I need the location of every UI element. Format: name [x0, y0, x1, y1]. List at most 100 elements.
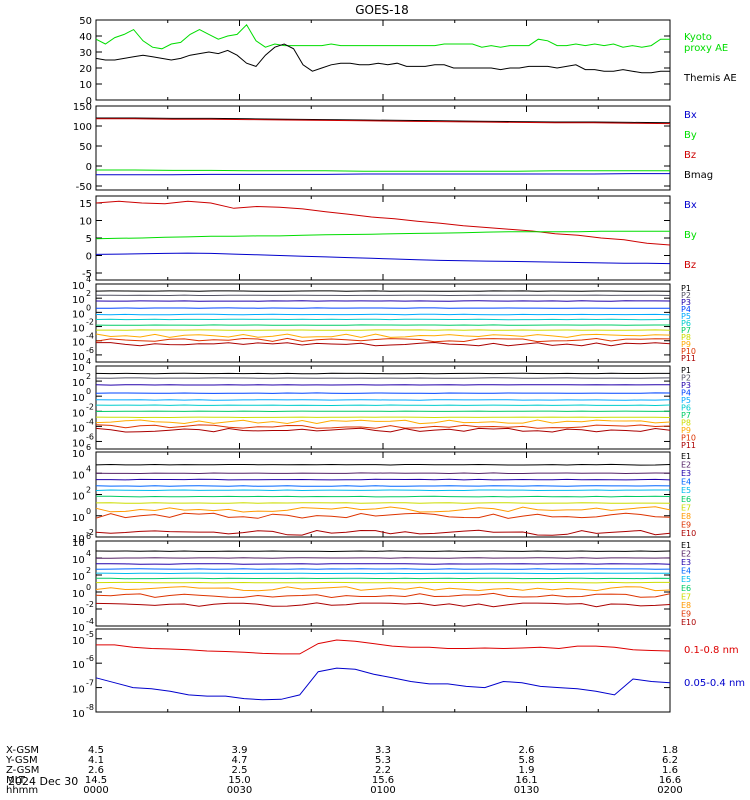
- footer-value: 4.1: [88, 755, 104, 766]
- channel-label-e6: E6: [681, 495, 691, 504]
- channel-label-e9: E9: [681, 609, 691, 618]
- footer-value: 15.0: [228, 775, 250, 786]
- y-tick-exponent: 4: [86, 549, 91, 558]
- y-tick-base: 10: [72, 636, 85, 647]
- channel-line-e3: [95, 563, 671, 565]
- y-tick-label: 20: [79, 64, 92, 75]
- footer-value: 2.6: [88, 765, 104, 776]
- y-tick-exponent: 2: [86, 566, 91, 575]
- y-tick-base: 10: [72, 449, 85, 460]
- channel-label-e10: E10: [681, 529, 696, 538]
- channel-label-p9: P9: [681, 340, 691, 349]
- y-tick-label: 15: [79, 199, 92, 210]
- footer-value: 3.9: [232, 745, 248, 756]
- channel-label-p3: P3: [681, 381, 691, 390]
- y-tick-label: 100: [73, 122, 92, 133]
- channel-label-p4: P4: [681, 389, 691, 398]
- y-tick-label: 30: [79, 48, 92, 59]
- y-tick-base: 10: [72, 685, 85, 696]
- channel-line-e1: [95, 463, 671, 466]
- channel-label-e1: E1: [681, 452, 691, 461]
- legend-label: Bmag: [684, 170, 713, 181]
- channel-label-e9: E9: [681, 520, 691, 529]
- y-tick-exponent: -6: [86, 654, 94, 663]
- channel-line-p5: [95, 399, 671, 401]
- y-tick-exponent: -6: [86, 432, 94, 441]
- y-tick-base: 10: [72, 660, 85, 671]
- channel-label-e1: E1: [681, 541, 691, 550]
- footer-value: 15.6: [372, 775, 394, 786]
- y-tick-exponent: 2: [86, 486, 91, 495]
- footer-value: 6.2: [662, 755, 678, 766]
- channel-line-e9: [95, 592, 671, 599]
- legend-label: Bx: [684, 200, 697, 211]
- channel-label-p1: P1: [681, 366, 691, 375]
- channel-label-p4: P4: [681, 305, 691, 314]
- y-tick-exponent: -2: [86, 402, 94, 411]
- channel-label-e3: E3: [681, 469, 691, 478]
- y-tick-base: 10: [72, 555, 85, 566]
- y-tick-base: 10: [72, 606, 85, 617]
- channel-line-p10: [95, 337, 671, 343]
- legend-label: Bx: [684, 110, 697, 121]
- channel-label-e8: E8: [681, 512, 691, 521]
- channel-line-e7: [95, 581, 670, 584]
- footer-value: 16.6: [659, 775, 681, 786]
- y-tick-exponent: 6: [86, 443, 91, 452]
- channel-line-e4: [95, 485, 671, 487]
- channel-label-p9: P9: [681, 426, 691, 435]
- y-tick-base: 10: [72, 324, 85, 335]
- channel-line-e6: [96, 495, 671, 498]
- footer-row-label: hhmm: [6, 785, 38, 796]
- panel-frame: [95, 195, 671, 281]
- footer-row-label: X-GSM: [6, 745, 39, 756]
- y-tick-exponent: -2: [86, 318, 94, 327]
- y-tick-exponent: -4: [86, 332, 94, 341]
- channel-line-e10: [95, 529, 671, 536]
- y-tick-label: -5: [82, 269, 92, 280]
- channel-line-e6: [95, 577, 671, 580]
- channel-line-e8: [95, 506, 671, 513]
- channel-label-p2: P2: [681, 291, 691, 300]
- y-tick-exponent: -8: [86, 703, 94, 712]
- channel-label-e7: E7: [681, 503, 691, 512]
- legend-label: Bz: [684, 260, 696, 271]
- footer-value: 1.9: [519, 765, 535, 776]
- channel-label-p5: P5: [681, 312, 691, 321]
- y-tick-exponent: 4: [86, 275, 91, 284]
- channel-label-p7: P7: [681, 411, 691, 420]
- footer-row-label: Y-GSM: [5, 755, 38, 766]
- y-tick-exponent: -4: [86, 617, 94, 626]
- legend-label: Kyoto: [684, 32, 712, 43]
- series-line-1: [96, 118, 671, 125]
- series-line-2: [96, 169, 670, 172]
- legend-label: Bz: [684, 150, 696, 161]
- series-line-1: [95, 43, 670, 74]
- channel-line-e1: [95, 550, 671, 553]
- y-tick-exponent: 4: [86, 357, 91, 366]
- channel-label-p7: P7: [681, 326, 691, 335]
- channel-label-p10: P10: [681, 434, 696, 443]
- channel-label-e2: E2: [681, 461, 691, 470]
- y-tick-base: 10: [72, 378, 85, 389]
- footer-value: 16.1: [515, 775, 537, 786]
- panel-frame: [95, 628, 671, 713]
- series-line-0: [96, 639, 671, 655]
- series-line-3: [96, 173, 670, 176]
- footer-row-label: Z-GSM: [6, 765, 39, 776]
- channel-line-e8: [95, 586, 671, 592]
- panel-frame: [95, 540, 671, 627]
- y-tick-base: 10: [72, 513, 85, 524]
- y-tick-label: 0: [86, 162, 92, 173]
- y-tick-base: 10: [72, 538, 85, 549]
- y-tick-label: 50: [79, 142, 92, 153]
- channel-line-p9: [95, 419, 671, 425]
- channel-label-p3: P3: [681, 298, 691, 307]
- footer-value: 1.8: [662, 745, 678, 756]
- series-line-1: [95, 667, 671, 701]
- channel-line-e3: [96, 478, 671, 481]
- channel-line-e2: [95, 472, 671, 475]
- channel-label-p8: P8: [681, 419, 691, 428]
- footer-value: 3.3: [375, 745, 391, 756]
